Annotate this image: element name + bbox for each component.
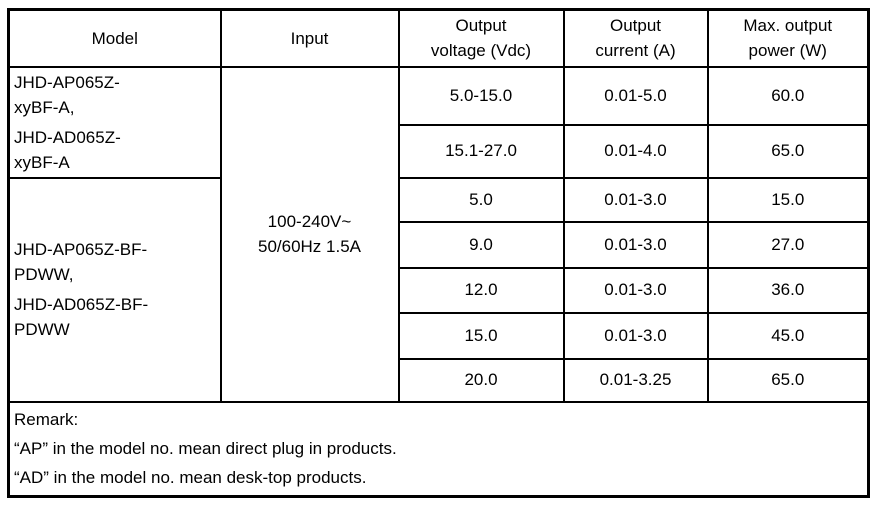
remark-label: Remark:	[14, 410, 79, 430]
model-cell-group-2: JHD-AP065Z-BF- PDWW, JHD-AD065Z-BF- PDWW	[7, 176, 222, 403]
header-output-current: Output current (A)	[562, 8, 709, 68]
output-voltage-cell: 5.0	[397, 176, 565, 223]
output-current-cell: 0.01-3.0	[562, 266, 709, 314]
remark-row: Remark: “AP” in the model no. mean direc…	[7, 400, 870, 498]
model-name: JHD-AD065Z- xyBF-A	[14, 127, 121, 172]
header-row: Model Input Output voltage (Vdc) Output …	[7, 8, 870, 68]
output-voltage-cell: 12.0	[397, 266, 565, 314]
model-name: JHD-AP065Z-BF- PDWW,	[14, 240, 148, 284]
max-power-cell: 65.0	[706, 357, 870, 403]
model-cell-group-1: JHD-AP065Z- xyBF-A, JHD-AD065Z- xyBF-A	[7, 65, 222, 179]
output-current-cell: 0.01-5.0	[562, 65, 709, 126]
output-voltage-cell: 5.0-15.0	[397, 65, 565, 126]
output-voltage-cell: 9.0	[397, 220, 565, 269]
max-power-cell: 36.0	[706, 266, 870, 314]
table-row: JHD-AP065Z-BF- PDWW, JHD-AD065Z-BF- PDWW…	[7, 176, 870, 403]
output-current-cell: 0.01-3.0	[562, 311, 709, 360]
remark-line: “AP” in the model no. mean direct plug i…	[14, 439, 397, 459]
max-power-cell: 15.0	[706, 176, 870, 223]
header-max-output-power: Max. output power (W)	[706, 8, 870, 68]
table-row: 9.0 0.01-3.0 27.0	[9, 220, 870, 269]
output-current-cell: 0.01-3.0	[562, 176, 709, 223]
input-cell: 100-240V~ 50/60Hz 1.5A	[219, 65, 400, 403]
remark-line: “AD” in the model no. mean desk-top prod…	[14, 468, 367, 488]
max-power-cell: 65.0	[706, 123, 870, 179]
output-current-cell: 0.01-4.0	[562, 123, 709, 179]
max-power-cell: 27.0	[706, 220, 870, 269]
table-row: 20.0 0.01-3.25 65.0	[9, 357, 870, 403]
header-output-voltage: Output voltage (Vdc)	[397, 8, 565, 68]
max-power-cell: 60.0	[706, 65, 870, 126]
model-name: JHD-AP065Z- xyBF-A,	[14, 72, 120, 117]
table-row: 15.1-27.0 0.01-4.0 65.0	[9, 123, 870, 179]
max-power-cell: 45.0	[706, 311, 870, 360]
table-row: JHD-AP065Z- xyBF-A, JHD-AD065Z- xyBF-A 1…	[7, 65, 870, 403]
header-input: Input	[219, 8, 400, 68]
output-current-cell: 0.01-3.25	[562, 357, 709, 403]
table-row: 15.0 0.01-3.0 45.0	[9, 311, 870, 360]
output-voltage-cell: 15.1-27.0	[397, 123, 565, 179]
output-voltage-cell: 20.0	[397, 357, 565, 403]
table-row: 12.0 0.01-3.0 36.0	[9, 266, 870, 314]
spec-table: Model Input Output voltage (Vdc) Output …	[7, 8, 870, 498]
remark-cell: Remark: “AP” in the model no. mean direc…	[7, 400, 870, 498]
header-model: Model	[7, 8, 222, 68]
output-current-cell: 0.01-3.0	[562, 220, 709, 269]
output-voltage-cell: 15.0	[397, 311, 565, 360]
model-name: JHD-AD065Z-BF- PDWW	[14, 295, 149, 339]
